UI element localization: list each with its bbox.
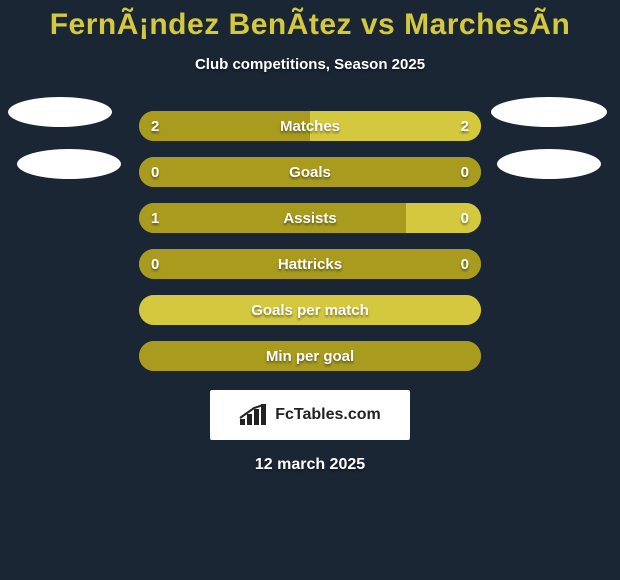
stat-row: Assists10 <box>139 203 481 233</box>
player-avatar-left <box>17 149 121 179</box>
bar-fill-left <box>139 295 481 325</box>
date-label: 12 march 2025 <box>0 456 620 474</box>
player-avatar-right <box>497 149 601 179</box>
page-subtitle: Club competitions, Season 2025 <box>0 56 620 73</box>
branding-badge: FcTables.com <box>210 390 410 440</box>
player-avatar-right <box>491 97 607 127</box>
comparison-card: FernÃ¡ndez BenÃ­tez vs MarchesÃ­n Club c… <box>0 0 620 580</box>
bar-fill-left <box>139 111 310 141</box>
bar-fill-right <box>310 111 481 141</box>
branding-text: FcTables.com <box>275 406 381 424</box>
stat-row: Min per goal <box>139 341 481 371</box>
stat-row: Goals per match <box>139 295 481 325</box>
branding-logo-icon <box>239 404 269 426</box>
stat-row: Goals00 <box>139 157 481 187</box>
bar-fill-right <box>406 203 481 233</box>
page-title: FernÃ¡ndez BenÃ­tez vs MarchesÃ­n <box>0 0 620 42</box>
bar-fill-left <box>139 341 481 371</box>
stat-row: Hattricks00 <box>139 249 481 279</box>
stats-chart: Matches22 Goals00 Assists10 Hattricks00 Goal… <box>0 111 620 407</box>
bar-fill-left <box>139 203 406 233</box>
stat-row: Matches22 <box>139 111 481 141</box>
bar-fill-left <box>139 157 481 187</box>
player-avatar-left <box>8 97 112 127</box>
bar-fill-left <box>139 249 481 279</box>
